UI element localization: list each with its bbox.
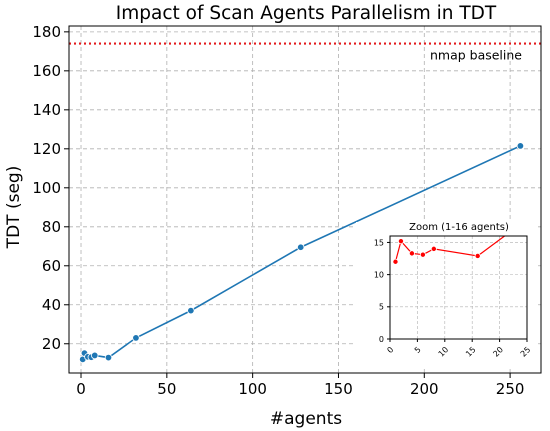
main-series — [79, 142, 525, 364]
chart-title: Impact of Scan Agents Parallelism in TDT — [116, 3, 497, 24]
y-tick-label: 15 — [374, 238, 384, 247]
x-tick-label: 0 — [76, 380, 86, 398]
y-tick-label: 160 — [32, 62, 61, 80]
data-point — [419, 251, 426, 258]
x-tick-label: 5 — [413, 345, 423, 355]
data-point — [132, 334, 140, 342]
x-tick-label: 150 — [324, 380, 353, 398]
data-point — [430, 245, 437, 252]
data-point — [474, 252, 481, 259]
y-tick-label: 120 — [32, 140, 61, 158]
inset-plot-frame — [389, 235, 528, 340]
data-point — [91, 351, 99, 360]
data-point — [104, 353, 113, 362]
x-tick-label: 200 — [410, 380, 439, 398]
x-tick-label: 50 — [157, 380, 176, 398]
y-tick-label: 180 — [32, 23, 61, 41]
inset-series — [392, 235, 505, 265]
inset-background — [356, 222, 536, 366]
data-point — [397, 238, 404, 245]
baseline-group: nmap baseline — [69, 42, 541, 63]
data-point — [408, 250, 415, 257]
y-tick-label: 40 — [42, 296, 61, 314]
y-tick-label: 60 — [42, 257, 61, 275]
x-tick-label: 250 — [496, 380, 525, 398]
y-tick-label: 5 — [379, 303, 384, 312]
x-tick-label: 100 — [238, 380, 267, 398]
baseline-label: nmap baseline — [430, 48, 522, 63]
main-plot-frame — [68, 25, 542, 374]
y-tick-label: 10 — [374, 271, 384, 280]
y-axis-label: TDT (seg) — [4, 166, 24, 250]
inset-title: Zoom (1-16 agents) — [409, 222, 509, 233]
y-tick-label: 0 — [379, 335, 384, 344]
data-point — [392, 258, 399, 265]
x-tick-label: 0 — [385, 345, 395, 355]
x-axis-label: #agents — [270, 409, 342, 429]
y-tick-label: 80 — [42, 218, 61, 236]
y-tick-label: 140 — [32, 101, 61, 119]
data-point — [187, 306, 195, 315]
data-point — [297, 243, 305, 251]
y-tick-label: 20 — [42, 335, 61, 353]
y-tick-label: 100 — [32, 179, 61, 197]
data-point — [516, 142, 525, 150]
